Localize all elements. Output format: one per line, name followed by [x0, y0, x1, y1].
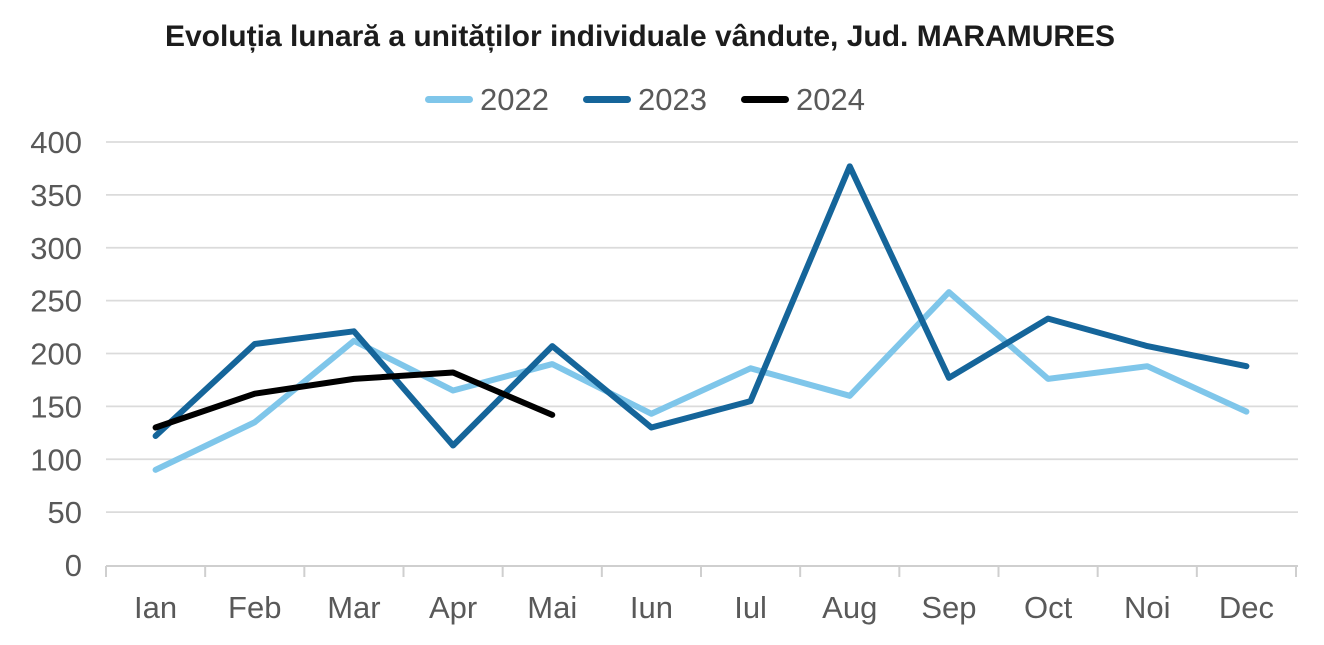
series-line-2024: [152, 369, 556, 431]
x-axis-label: Iun: [630, 590, 673, 625]
x-axis-label: Ian: [134, 590, 177, 625]
x-axis-label: Aug: [822, 590, 877, 625]
x-axis-label: Noi: [1124, 590, 1171, 625]
legend-swatch-2024-icon: [740, 96, 789, 103]
legend-item-2024: 2024: [740, 82, 865, 117]
legend-item-2022: 2022: [425, 84, 549, 115]
legend: 2022 2023 2024: [0, 84, 1290, 115]
legend-swatch-2022-icon: [425, 96, 474, 103]
x-axis-label: Iul: [734, 590, 767, 625]
y-axis-label: 100: [30, 442, 82, 477]
series-line-2023: [152, 163, 1250, 449]
y-axis-label: 200: [30, 337, 82, 372]
x-axis-label: Sep: [921, 590, 976, 625]
legend-label-2022: 2022: [480, 82, 550, 117]
series-line-2022: [152, 289, 1250, 473]
y-axis-label: 350: [30, 178, 82, 213]
legend-swatch-2023-icon: [583, 96, 632, 103]
x-axis-label: Apr: [429, 590, 477, 625]
legend-label-2024: 2024: [795, 82, 865, 117]
y-axis-label: 400: [30, 125, 82, 160]
x-axis-label: Mar: [327, 590, 380, 625]
x-axis-label: Feb: [228, 590, 281, 625]
legend-label-2023: 2023: [638, 82, 707, 117]
y-axis-label: 250: [30, 284, 82, 319]
y-axis-label: 50: [48, 495, 82, 530]
legend-item-2023: 2023: [583, 84, 707, 115]
chart-title: Evoluția lunară a unităților individuale…: [164, 20, 1116, 53]
y-axis-label: 300: [30, 231, 82, 266]
x-axis-label: Oct: [1024, 590, 1073, 625]
x-axis-label: Dec: [1219, 590, 1274, 625]
y-axis-label: 0: [65, 548, 82, 583]
x-axis-label: Mai: [527, 590, 577, 625]
y-axis-label: 150: [30, 389, 82, 424]
